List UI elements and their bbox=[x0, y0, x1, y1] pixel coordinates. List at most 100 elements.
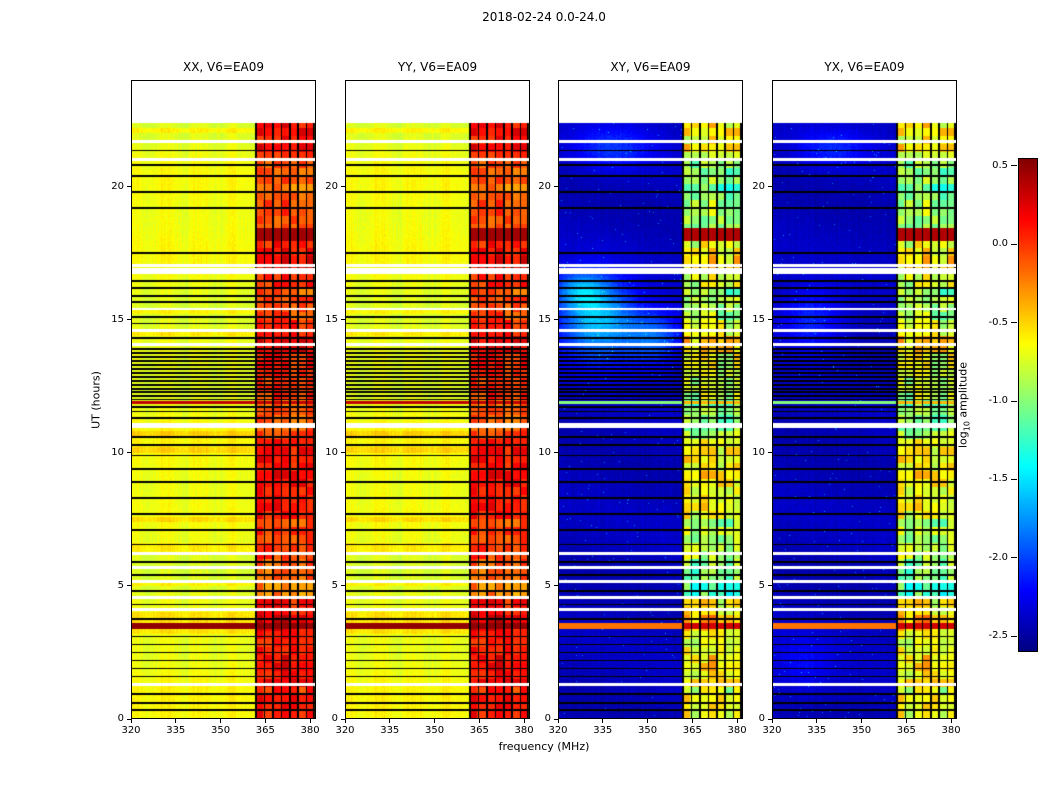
x-tick-label: 320 bbox=[121, 725, 141, 736]
y-axis-label: UT (hours) bbox=[89, 371, 103, 429]
y-tick-mark bbox=[768, 319, 772, 321]
colorbar-label-post: amplitude bbox=[956, 361, 970, 422]
x-tick-label: 320 bbox=[762, 725, 782, 736]
colorbar-gradient bbox=[1018, 158, 1038, 652]
x-tick-label: 365 bbox=[682, 725, 702, 736]
y-tick-label: 15 bbox=[538, 313, 551, 325]
colorbar-tick-mark bbox=[1011, 400, 1017, 402]
y-tick-label: 20 bbox=[111, 180, 124, 192]
y-tick-label: 0 bbox=[331, 713, 338, 724]
x-tick-label: 335 bbox=[380, 725, 400, 736]
colorbar-tick-label: -2.5 bbox=[988, 630, 1008, 642]
x-tick-mark bbox=[736, 719, 738, 723]
y-tick-label: 10 bbox=[538, 446, 551, 458]
x-tick-mark bbox=[816, 719, 818, 723]
x-tick-mark bbox=[691, 719, 693, 723]
x-tick-label: 335 bbox=[166, 725, 186, 736]
y-tick-mark bbox=[341, 452, 345, 454]
y-tick-label: 20 bbox=[752, 180, 765, 192]
x-tick-mark bbox=[771, 719, 773, 723]
panel-yx: YX, V6=EA09 bbox=[772, 60, 957, 719]
x-tick-mark bbox=[647, 719, 649, 723]
x-tick-label: 320 bbox=[548, 725, 568, 736]
x-tick-mark bbox=[389, 719, 391, 723]
y-tick-mark bbox=[768, 186, 772, 187]
x-tick-mark bbox=[220, 719, 222, 723]
panel-xy: XY, V6=EA09 bbox=[558, 60, 743, 719]
panel-xx: XX, V6=EA09 bbox=[131, 60, 316, 719]
x-axis-label: frequency (MHz) bbox=[498, 740, 590, 753]
y-tick-mark bbox=[554, 319, 558, 321]
y-tick-mark bbox=[554, 718, 558, 720]
colorbar-tick-label: -0.5 bbox=[988, 316, 1008, 328]
figure-title: 2018-02-24 0.0-24.0 bbox=[482, 10, 606, 24]
colorbar-tick-label: -1.0 bbox=[988, 395, 1008, 407]
y-tick-mark bbox=[554, 585, 558, 587]
x-tick-mark bbox=[905, 719, 907, 723]
y-tick-mark bbox=[554, 186, 558, 187]
y-tick-label: 0 bbox=[117, 713, 124, 724]
panel-title: YX, V6=EA09 bbox=[824, 60, 905, 74]
y-tick-mark bbox=[127, 452, 131, 454]
x-tick-mark bbox=[950, 719, 952, 723]
x-tick-mark bbox=[434, 719, 436, 723]
y-tick-mark bbox=[341, 718, 345, 720]
heatmap-xx bbox=[131, 80, 316, 719]
panel-title: XX, V6=EA09 bbox=[182, 60, 265, 74]
y-tick-mark bbox=[768, 585, 772, 587]
x-tick-label: 335 bbox=[807, 725, 827, 736]
y-tick-label: 5 bbox=[331, 579, 338, 591]
y-tick-label: 10 bbox=[752, 446, 765, 458]
x-tick-label: 380 bbox=[514, 725, 534, 736]
x-tick-label: 380 bbox=[941, 725, 961, 736]
y-tick-label: 15 bbox=[752, 313, 765, 325]
x-tick-label: 335 bbox=[593, 725, 613, 736]
colorbar-tick-label: -1.5 bbox=[988, 473, 1008, 485]
heatmap-xy bbox=[558, 80, 743, 719]
y-tick-mark bbox=[554, 452, 558, 454]
x-tick-label: 380 bbox=[300, 725, 320, 736]
x-tick-mark bbox=[557, 719, 559, 723]
panel-title: YY, V6=EA09 bbox=[397, 60, 478, 74]
y-tick-mark bbox=[341, 186, 345, 187]
x-tick-label: 365 bbox=[896, 725, 916, 736]
y-tick-mark bbox=[127, 186, 131, 187]
x-tick-label: 365 bbox=[255, 725, 275, 736]
x-tick-mark bbox=[344, 719, 346, 723]
colorbar-label-sub: 10 bbox=[962, 421, 972, 432]
y-tick-label: 10 bbox=[111, 446, 124, 458]
x-tick-mark bbox=[478, 719, 480, 723]
y-tick-label: 20 bbox=[325, 180, 338, 192]
y-tick-mark bbox=[768, 452, 772, 454]
colorbar-tick-mark bbox=[1011, 478, 1017, 480]
heatmap-yy bbox=[345, 80, 530, 719]
colorbar-tick-label: -2.0 bbox=[988, 551, 1008, 563]
x-tick-label: 365 bbox=[469, 725, 489, 736]
colorbar-tick-mark bbox=[1011, 635, 1017, 637]
y-tick-mark bbox=[341, 319, 345, 321]
y-tick-mark bbox=[127, 718, 131, 720]
colorbar-tick-mark bbox=[1011, 557, 1017, 559]
x-tick-label: 320 bbox=[335, 725, 355, 736]
colorbar-tick-mark bbox=[1011, 243, 1017, 245]
y-tick-mark bbox=[127, 585, 131, 587]
panel-title: XY, V6=EA09 bbox=[610, 60, 691, 74]
heatmap-yx bbox=[772, 80, 957, 719]
y-tick-label: 10 bbox=[325, 446, 338, 458]
colorbar-tick-label: 0.5 bbox=[992, 159, 1008, 171]
x-tick-label: 350 bbox=[424, 725, 445, 736]
colorbar-tick-label: 0.0 bbox=[992, 238, 1008, 250]
x-tick-mark bbox=[175, 719, 177, 723]
y-tick-label: 5 bbox=[758, 579, 765, 591]
x-tick-label: 350 bbox=[851, 725, 872, 736]
colorbar-tick-mark bbox=[1011, 322, 1017, 324]
y-tick-label: 15 bbox=[111, 313, 124, 325]
y-tick-label: 0 bbox=[758, 713, 765, 724]
y-tick-label: 5 bbox=[117, 579, 124, 591]
x-tick-mark bbox=[861, 719, 863, 723]
x-tick-mark bbox=[309, 719, 311, 723]
y-tick-label: 15 bbox=[325, 313, 338, 325]
colorbar-tick-mark bbox=[1011, 165, 1017, 167]
x-tick-label: 380 bbox=[727, 725, 747, 736]
